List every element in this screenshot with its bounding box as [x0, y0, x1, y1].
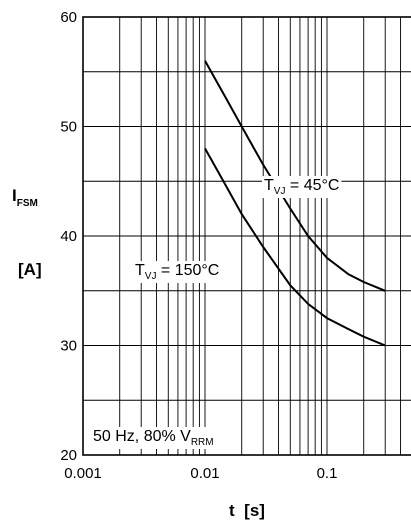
series-line-0 [204, 60, 386, 292]
series-label-150c: TVJ = 150°C [135, 262, 219, 282]
series-label-bg-150 [133, 261, 222, 283]
condition-box [91, 427, 216, 449]
y-tick-label: 20 [60, 447, 77, 464]
y-tick-label: 50 [60, 119, 77, 136]
x-tick-label: 0.1 [317, 465, 338, 482]
curves [204, 60, 386, 347]
series-label-45c: TVJ = 45°C [264, 177, 339, 197]
y-tick-label: 40 [60, 228, 77, 245]
series-line-1 [204, 147, 386, 347]
x-tick-label: 0.01 [190, 465, 219, 482]
y-tick-label: 60 [60, 9, 77, 26]
x-axis-label: t [s] [229, 501, 265, 520]
y-axis-unit: [A] [18, 260, 42, 279]
plot-frame [82, 16, 411, 456]
condition-label: 50 Hz, 80% VRRM [93, 428, 214, 448]
y-tick-label: 30 [60, 338, 77, 355]
x-tick-label: 0.001 [64, 465, 102, 482]
series-label-bg-45 [262, 176, 342, 198]
grid [82, 16, 411, 456]
y-axis-label: IFSM [12, 186, 38, 209]
